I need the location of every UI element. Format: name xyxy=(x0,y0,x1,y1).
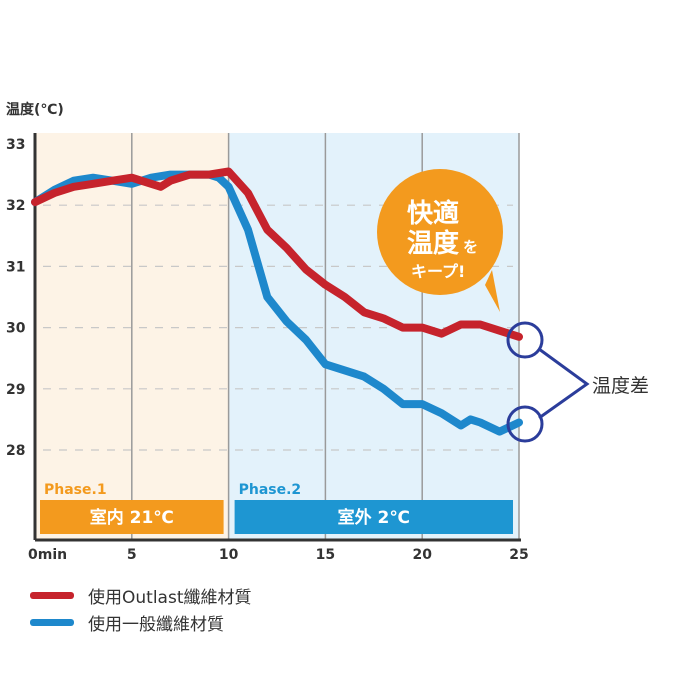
y-axis-label: 温度(℃) xyxy=(6,101,64,118)
bubble-text-line1: 快適 xyxy=(407,198,459,229)
y-tick-label: 29 xyxy=(6,382,25,398)
x-tick-label: 20 xyxy=(412,547,432,563)
y-tick-label: 30 xyxy=(6,321,26,337)
bubble-text-line2: 温度 xyxy=(407,228,459,259)
difference-label: 温度差 xyxy=(592,375,649,397)
legend-label: 使用一般纖維材質 xyxy=(88,615,224,635)
speech-bubble xyxy=(377,169,503,295)
phase-band-label: 室外 2℃ xyxy=(338,507,410,528)
difference-bracket xyxy=(538,347,590,420)
legend-item-normal: 使用一般纖維材質 xyxy=(30,610,224,635)
phase-band-2 xyxy=(234,500,513,534)
phase-band-label: 室内 21℃ xyxy=(90,507,174,528)
x-tick-label: 10 xyxy=(219,547,239,563)
y-tick-label: 32 xyxy=(6,198,25,214)
speech-bubble-tail xyxy=(485,270,500,312)
bubble-text-suffix: を xyxy=(463,238,478,256)
x-tick-label: 0min xyxy=(28,547,67,563)
phase-label: Phase.2 xyxy=(239,482,302,498)
series-line-outlast xyxy=(31,167,523,341)
phase-label: Phase.1 xyxy=(44,482,107,498)
difference-circle-top xyxy=(506,321,544,359)
bubble-text-line3: キープ! xyxy=(411,262,465,281)
y-tick-label: 28 xyxy=(6,443,25,459)
legend-item-outlast: 使用Outlast纖維材質 xyxy=(30,583,251,608)
legend-swatch-red xyxy=(30,592,74,599)
x-tick-label: 5 xyxy=(127,547,137,563)
difference-circle-bottom xyxy=(506,405,544,443)
y-tick-label: 33 xyxy=(6,137,25,153)
x-tick-label: 15 xyxy=(316,547,335,563)
phase-band-1 xyxy=(40,500,224,534)
legend-label: 使用Outlast纖維材質 xyxy=(88,588,252,608)
legend-swatch-blue xyxy=(30,619,74,626)
y-tick-label: 31 xyxy=(6,259,25,275)
x-tick-label: 25 xyxy=(509,547,528,563)
